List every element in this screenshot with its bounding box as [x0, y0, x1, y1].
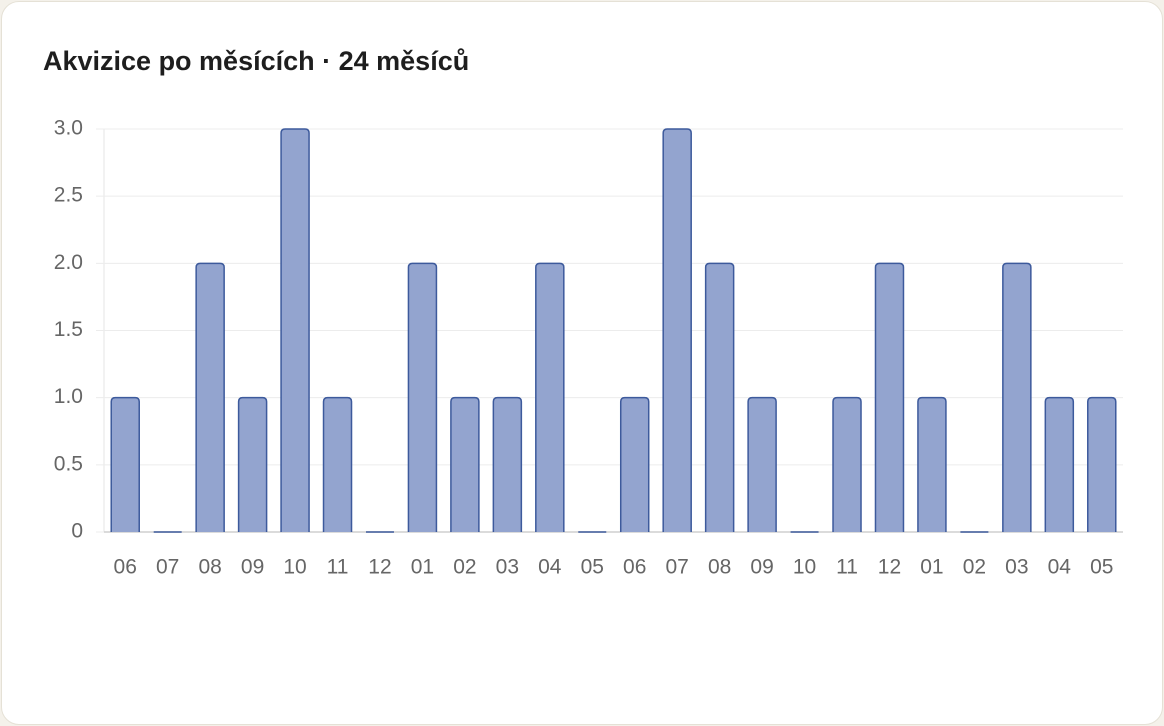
- x-tick-label: 02: [453, 556, 476, 579]
- bar: [1087, 396, 1117, 532]
- bar: [280, 128, 310, 532]
- bar: [407, 262, 438, 532]
- y-tick-label: 0.5: [54, 452, 83, 475]
- x-tick-label: 11: [836, 556, 858, 579]
- x-tick-label: 12: [368, 556, 391, 579]
- bar: [747, 396, 777, 532]
- bar: [1002, 262, 1032, 532]
- x-tick-label: 10: [793, 556, 816, 579]
- x-tick-label: 02: [963, 556, 986, 579]
- x-tick-label: 07: [156, 556, 179, 579]
- bar: [492, 396, 523, 532]
- x-tick-label: 04: [538, 556, 562, 579]
- bar: [917, 396, 947, 532]
- x-tick-label: 07: [666, 556, 689, 579]
- bar: [322, 396, 353, 532]
- x-tick-label: 08: [198, 556, 221, 579]
- bar: [535, 262, 565, 532]
- y-tick-label: 3.0: [54, 117, 83, 140]
- bar: [874, 262, 905, 532]
- x-tick-label: 09: [750, 556, 773, 579]
- bar: [110, 396, 140, 532]
- bar: [619, 396, 650, 532]
- x-tick-label: 09: [241, 556, 264, 579]
- y-tick-label: 2.0: [54, 251, 83, 274]
- bar: [832, 396, 862, 532]
- x-tick-label: 01: [920, 556, 943, 579]
- bar: [195, 262, 225, 532]
- x-tick-label: 01: [411, 556, 434, 579]
- bar: [1044, 396, 1075, 532]
- x-tick-label: 11: [327, 556, 349, 579]
- x-tick-label: 10: [283, 556, 306, 579]
- bar: [662, 128, 692, 532]
- chart-title: Akvizice po měsících · 24 měsíců: [43, 46, 469, 76]
- bar: [450, 396, 480, 532]
- x-tick-label: 04: [1048, 556, 1072, 579]
- x-tick-label: 05: [1090, 556, 1113, 579]
- y-tick-label: 1.5: [54, 318, 83, 341]
- x-tick-label: 03: [496, 556, 519, 579]
- bar: [704, 262, 735, 532]
- x-tick-label: 12: [878, 556, 901, 579]
- y-tick-label: 1.0: [54, 385, 83, 408]
- bar: [237, 396, 268, 532]
- x-tick-label: 06: [114, 556, 137, 579]
- y-tick-label: 2.5: [54, 184, 83, 207]
- x-tick-label: 03: [1005, 556, 1028, 579]
- y-tick-label: 0: [71, 520, 83, 543]
- x-tick-label: 08: [708, 556, 731, 579]
- x-tick-label: 06: [623, 556, 646, 579]
- x-tick-label: 05: [581, 556, 604, 579]
